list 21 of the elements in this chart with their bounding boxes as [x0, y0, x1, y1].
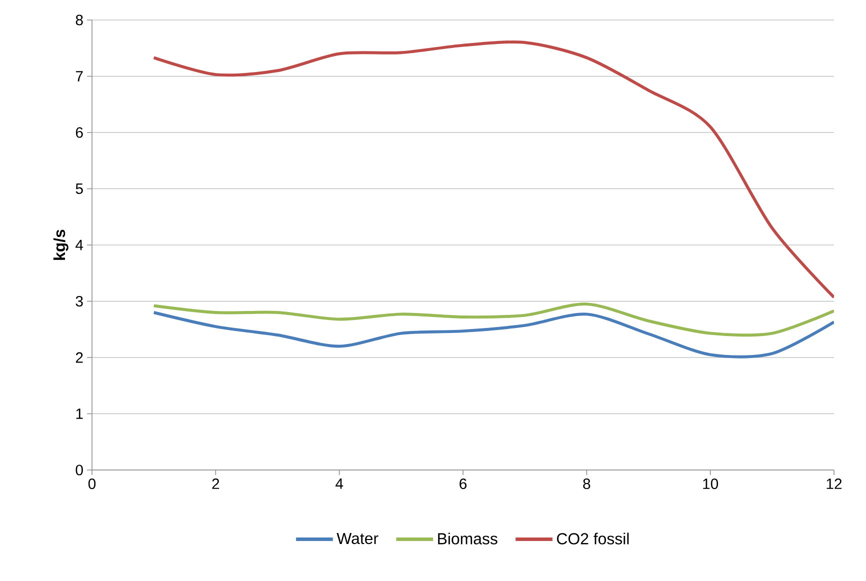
y-tick-label: 4 [76, 240, 84, 250]
legend-label: Biomass [438, 532, 498, 544]
legend-label: Water [336, 532, 378, 544]
y-tick-label: 6 [76, 127, 83, 138]
y-tick-label: 5 [76, 184, 83, 194]
y-tick-label: 3 [76, 296, 83, 307]
x-tick-label: 2 [212, 478, 220, 489]
y-tick-label: 7 [76, 71, 83, 82]
x-tick-label: 10 [703, 478, 718, 490]
x-tick-label: 12 [826, 478, 842, 489]
line-series [152, 40, 834, 299]
y-tick-label: 1 [76, 408, 83, 419]
x-tick-label: 8 [583, 478, 590, 490]
y-tick-label: 0 [76, 464, 83, 476]
y-tick-label: 2 [76, 352, 83, 363]
x-tick-label: 6 [460, 478, 467, 490]
x-tick-label: 0 [88, 478, 96, 490]
y-axis-title: kg/s [53, 230, 68, 260]
y-tick-label: 8 [76, 14, 83, 26]
x-tick-label: 4 [336, 478, 344, 489]
legend-label: CO2 fossil [557, 532, 629, 544]
